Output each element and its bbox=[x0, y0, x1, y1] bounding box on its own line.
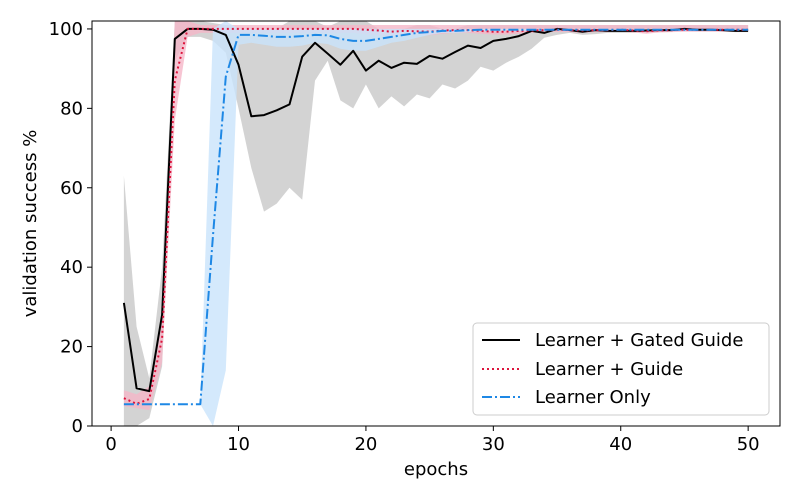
y-tick-label: 20 bbox=[60, 337, 83, 358]
y-tick-label: 0 bbox=[72, 416, 83, 437]
series-lines bbox=[122, 27, 749, 406]
y-tick-label: 100 bbox=[49, 19, 83, 40]
x-axis-ticks: 0 10 20 30 40 50 bbox=[105, 426, 760, 455]
x-tick-label: 40 bbox=[609, 434, 632, 455]
x-tick-label: 0 bbox=[105, 434, 116, 455]
x-tick-label: 10 bbox=[227, 434, 250, 455]
legend: Learner + Gated Guide Learner + Guide Le… bbox=[472, 322, 770, 416]
band-learner-gated-guide bbox=[123, 21, 749, 426]
y-tick-label: 40 bbox=[60, 257, 83, 278]
line-learner-only bbox=[123, 28, 749, 406]
legend-label-guide: Learner + Guide bbox=[535, 359, 683, 380]
legend-label-gated-guide: Learner + Gated Guide bbox=[535, 330, 743, 351]
line-learner-guide bbox=[123, 27, 749, 405]
y-axis-ticks: 0 20 40 60 80 100 bbox=[49, 19, 92, 437]
plot-frame bbox=[91, 20, 781, 427]
confidence-bands bbox=[123, 21, 749, 426]
y-tick-label: 80 bbox=[60, 98, 83, 119]
legend-box bbox=[472, 322, 770, 416]
legend-label-learner-only: Learner Only bbox=[535, 387, 651, 408]
y-axis-label: validation success % bbox=[20, 130, 41, 318]
x-tick-label: 50 bbox=[737, 434, 760, 455]
y-tick-label: 60 bbox=[60, 178, 83, 199]
x-tick-label: 20 bbox=[354, 434, 377, 455]
x-tick-label: 30 bbox=[482, 434, 505, 455]
x-axis-label: epochs bbox=[404, 459, 468, 480]
